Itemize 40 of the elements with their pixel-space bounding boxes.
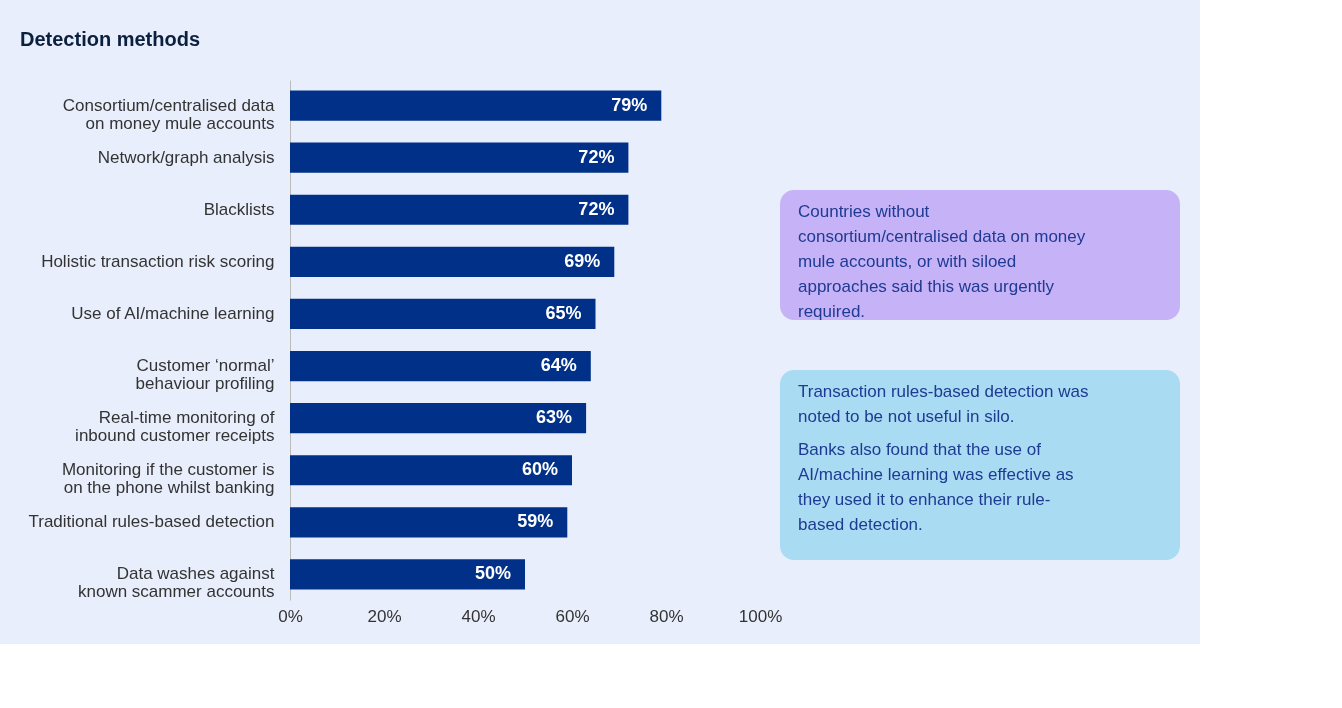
text: Transaction rules-based detection was noted to be not useful in silo. [798,382,1089,426]
text: Detection methods [20,28,201,50]
data-label: 60% [521,459,558,480]
y-tick-label: Use of AI/machine learning [71,303,275,323]
bar [290,559,525,590]
text: Banks also found that the use of AI/machine learning was effective as they used it to enhance their rule-based detection. [798,440,1074,534]
bar [290,455,572,486]
text: Countries without consortium/centralised data on money mule accounts, or with siloed approaches said this was urgently required. [798,202,1086,321]
y-tick-label: Monitoring if the customer is on the phone whilst banking [61,460,275,498]
x-tick-label: 100% [738,606,783,626]
data-label: 50% [474,563,511,584]
y-tick-label: Real-time monitoring of inbound customer receipts [75,408,275,446]
bar [290,194,629,225]
bar [290,90,662,121]
y-tick-label: Data washes against known scammer accounts [77,564,275,602]
y-tick-label: Customer ‘normal’ behaviour profiling [135,356,275,394]
bar [290,298,596,330]
y-tick-label: Holistic transaction risk scoring [41,251,275,271]
bar [290,142,629,173]
data-label: 72% [578,198,615,219]
data-label: 79% [611,94,648,115]
y-tick-label: Traditional rules-based detection [28,512,275,532]
data-label: 69% [564,250,601,271]
y-tick-label: Consortium/centralised data on money mule accounts [62,95,276,133]
data-label: 72% [578,146,615,167]
bar [290,403,587,434]
x-tick-label: 80% [649,606,684,626]
bar [290,246,615,277]
y-tick-label: Network/graph analysis [97,147,275,167]
x-tick-label: 0% [278,606,303,626]
y-tick-label: Blacklists [203,199,275,219]
data-label: 65% [545,302,582,323]
bar [290,350,591,382]
data-label: 64% [540,355,577,376]
x-tick-label: 60% [555,606,590,626]
data-label: 63% [536,407,573,428]
x-tick-label: 40% [461,606,496,626]
bar [290,507,568,538]
data-label: 59% [517,511,554,532]
x-tick-label: 20% [367,606,402,626]
